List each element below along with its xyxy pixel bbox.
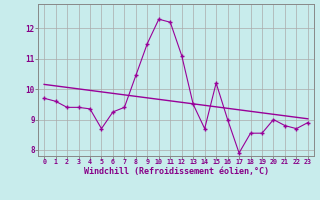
X-axis label: Windchill (Refroidissement éolien,°C): Windchill (Refroidissement éolien,°C) bbox=[84, 167, 268, 176]
